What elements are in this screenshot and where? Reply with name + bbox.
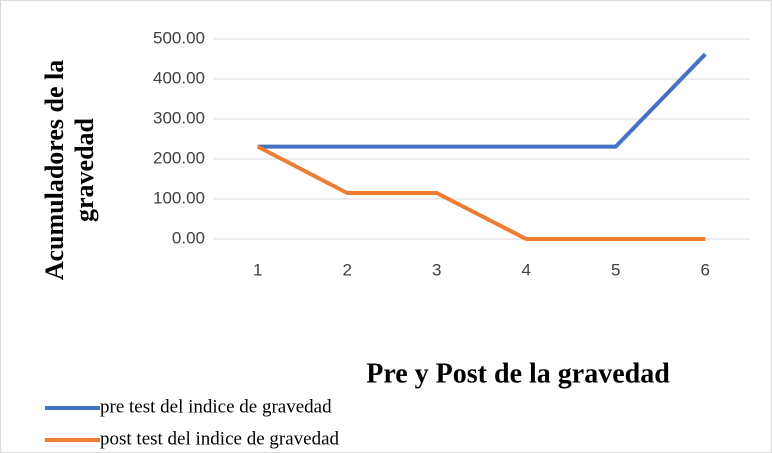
legend-label: post test del indice de gravedad bbox=[100, 428, 340, 449]
x-tick-label: 2 bbox=[343, 260, 352, 279]
y-tick-label: 300.00 bbox=[153, 108, 205, 127]
series-line bbox=[257, 52, 707, 149]
y-axis-title: Acumuladores de la gravedad bbox=[40, 59, 99, 281]
x-axis-title: Pre y Post de la gravedad bbox=[366, 358, 670, 389]
series-line bbox=[256, 144, 706, 241]
x-tick-label: 4 bbox=[522, 260, 531, 279]
x-tick-label: 3 bbox=[432, 260, 441, 279]
y-tick-label: 500.00 bbox=[153, 28, 205, 47]
legend-label: pre test del indice de gravedad bbox=[100, 396, 332, 417]
x-tick-label: 6 bbox=[701, 260, 710, 279]
x-tick-label: 5 bbox=[611, 260, 620, 279]
y-tick-label: 400.00 bbox=[153, 68, 205, 87]
y-tick-label: 0.00 bbox=[172, 228, 205, 247]
y-tick-label: 200.00 bbox=[153, 148, 205, 167]
y-tick-label: 100.00 bbox=[153, 188, 205, 207]
x-tick-label: 1 bbox=[253, 260, 262, 279]
